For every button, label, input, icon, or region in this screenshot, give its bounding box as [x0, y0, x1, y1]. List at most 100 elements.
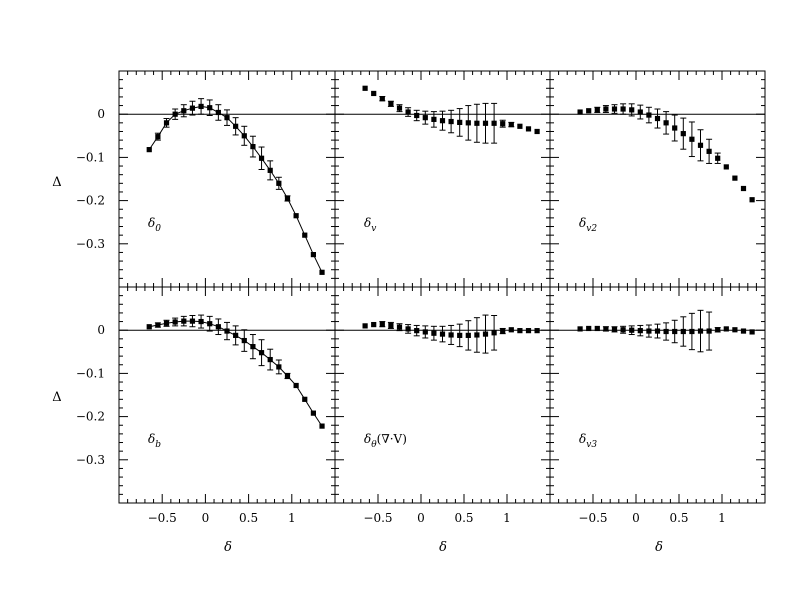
x-tick-label: −0.5 [363, 511, 392, 525]
panel-3-data-point [611, 106, 618, 112]
panel-1: 0 −0.1 −0.2 −0.3 δ0 [76, 70, 336, 288]
panel-1-data-point [207, 105, 213, 111]
panel-4-data-point [310, 410, 316, 416]
panel-4-label: δb [148, 432, 161, 450]
panel-2-label: δv [364, 216, 376, 234]
panel-6-frame [549, 286, 766, 504]
panel-4-data-point [215, 324, 221, 330]
y-tick-label: −0.1 [76, 150, 105, 164]
y-axis-label-bottom: Δ [52, 390, 61, 405]
panel-2-data-point [396, 105, 403, 111]
panel-2: δv [334, 70, 551, 288]
panel-2-data-point [448, 118, 454, 125]
panel-5-data-point [465, 332, 471, 338]
y-tick-label: 0 [97, 323, 105, 337]
panel-6-data-point [646, 328, 652, 334]
panel-1-frame [118, 70, 336, 288]
panel-1-data-point [155, 134, 161, 140]
panel-5-data-point [457, 332, 463, 338]
panel-2-data-point [482, 120, 489, 126]
x-tick-label: 1 [503, 511, 511, 525]
panel-3-data-point [740, 185, 747, 192]
panel-3-data-point [715, 155, 721, 161]
panel-4-data-point [146, 324, 152, 330]
panel-6-data-point [586, 325, 592, 332]
panel-3-data-point [637, 109, 643, 115]
panel-grid: 0 −0.1 −0.2 −0.3 δ0 δv δv2 0 −0.1 −0.2 −0.3 −0.5 0 0.… [76, 70, 766, 525]
panel-1-data-point [181, 108, 187, 114]
x-tick-label: 0.5 [454, 511, 473, 525]
panel-3-data-point [654, 115, 661, 122]
panel-5-data-point [534, 328, 540, 334]
panel-6-data-point [706, 328, 712, 334]
panel-4-data-point [276, 364, 282, 370]
panel-4-data-point [172, 319, 178, 325]
panel-2-frame [334, 70, 551, 288]
panel-1-data-point [293, 213, 299, 219]
panel-5-frame [334, 286, 551, 504]
panel-6-data-point [594, 325, 600, 332]
panel-6-data-point [680, 328, 686, 335]
y-tick-label: −0.1 [76, 366, 105, 380]
panel-6-data-point [637, 328, 643, 334]
panel-3-data-point [706, 148, 712, 154]
panel-3-data-point [586, 108, 592, 114]
panel-4-data-point [155, 322, 161, 328]
panel-6-data-point [620, 327, 626, 333]
panel-6-data-point [740, 328, 747, 334]
panel-2-data-point [388, 101, 394, 107]
x-tick-label: −0.5 [578, 511, 607, 525]
panel-6: −0.5 0 0.5 1 δv3 [549, 286, 766, 525]
panel-4-data-point [224, 328, 230, 334]
panel-2-data-point [474, 120, 480, 126]
y-tick-label: −0.2 [76, 410, 105, 424]
panel-6-data-point [715, 327, 721, 333]
panel-4-data-point [302, 396, 308, 402]
panel-6-data-point [697, 328, 704, 334]
panel-5-data-point [474, 332, 480, 338]
panel-1-data-point [284, 195, 291, 202]
panel-6-data-point [689, 328, 695, 335]
panel-2-data-point [362, 85, 368, 91]
panel-5-data-point [414, 328, 420, 334]
panel-1-data-point [310, 252, 316, 258]
x-tick-label: 0 [632, 511, 640, 525]
panel-4-data-point [293, 382, 299, 389]
panel-5-data-point [491, 330, 497, 336]
x-axis-label-col3: δ [655, 540, 663, 555]
panel-5-data-point [405, 326, 411, 332]
panel-5-data-point [508, 327, 514, 333]
panel-5: −0.5 0 0.5 1 δθ(∇·V) [334, 286, 551, 525]
panel-1-data-point [146, 147, 152, 153]
panel-1-data-point [267, 167, 273, 173]
panel-6-data-point [654, 328, 661, 334]
x-tick-label: 0.5 [669, 511, 688, 525]
panel-4-data-point [189, 318, 196, 324]
panel-2-data-point [431, 116, 437, 122]
panel-3-data-point [603, 106, 609, 112]
panel-5-data-point [448, 332, 454, 338]
panel-2-data-point [500, 121, 506, 127]
panel-6-data-point [723, 326, 729, 332]
panel-2-data-point [414, 112, 420, 119]
panel-5-data-point [371, 321, 377, 328]
x-tick-label: −0.5 [148, 511, 177, 525]
y-tick-label: 0 [97, 107, 105, 121]
x-tick-label: 1 [288, 511, 296, 525]
panel-1-data-point [258, 155, 265, 161]
panel-4-data-point [258, 350, 265, 356]
panel-1-label: δ0 [148, 216, 161, 234]
panel-5-data-point [362, 323, 368, 329]
panel-1-data-point [241, 133, 247, 139]
panel-1-data-point [215, 109, 221, 116]
panel-4-data-point [250, 344, 256, 350]
y-tick-label: −0.3 [76, 237, 105, 251]
panel-2-data-point [534, 128, 540, 135]
panel-4-data-point [267, 356, 273, 363]
panel-2-data-point [525, 126, 532, 132]
panel-4-data-point [284, 373, 291, 379]
panel-3-data-point [680, 131, 686, 137]
panel-6-data-point [663, 328, 669, 335]
panel-5-data-point [525, 328, 532, 334]
panel-5-data-point [500, 328, 506, 334]
